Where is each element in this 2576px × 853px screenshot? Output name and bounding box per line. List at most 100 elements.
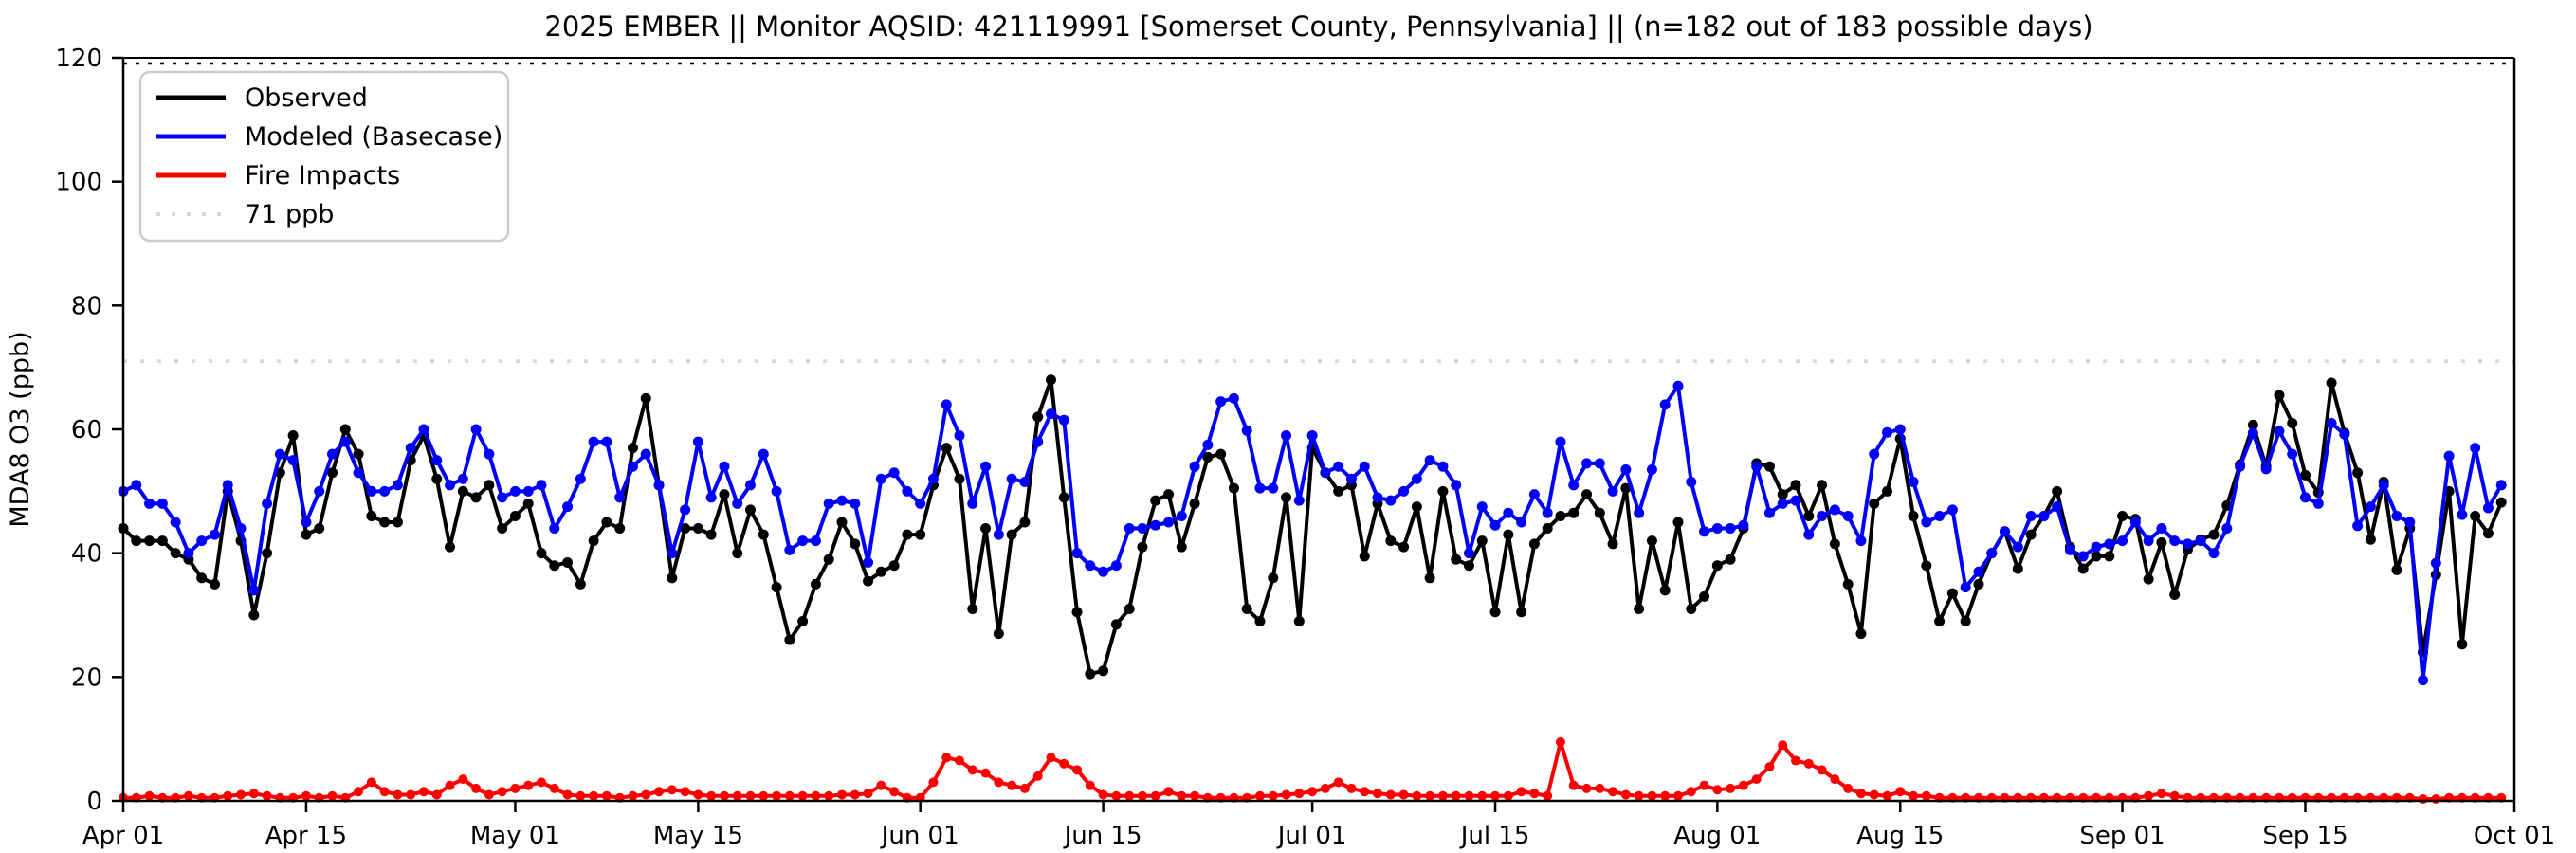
fire-impacts-marker [1516, 787, 1526, 797]
observed-marker [1163, 489, 1175, 500]
fire-impacts-marker [1437, 790, 1448, 801]
observed-marker [902, 529, 913, 540]
fire-impacts-marker [262, 790, 272, 801]
observed-marker [562, 556, 574, 568]
modeled-basecase-marker [1646, 463, 1657, 475]
fire-impacts-marker [1568, 780, 1579, 790]
y-tick-label: 80 [71, 292, 102, 320]
modeled-basecase-marker [2052, 501, 2063, 513]
fire-impacts-marker [510, 783, 521, 793]
observed-marker [392, 517, 403, 528]
legend-item-modeled-basecase: Modeled (Basecase) [156, 122, 502, 152]
modeled-basecase-marker [1581, 458, 1593, 469]
modeled-basecase-marker [2312, 498, 2324, 509]
fire-impacts-marker [641, 789, 651, 800]
legend-item-observed: Observed [156, 83, 368, 113]
modeled-basecase-marker [941, 399, 952, 410]
fire-impacts-marker [797, 790, 808, 801]
modeled-basecase-marker [1437, 461, 1449, 472]
modeled-basecase-marker [1333, 461, 1344, 472]
fire-impacts-marker [1281, 789, 1291, 800]
modeled-basecase-marker [863, 556, 874, 568]
modeled-basecase-marker [1463, 548, 1474, 559]
modeled-basecase-marker [262, 498, 273, 509]
observed-marker [2482, 528, 2494, 539]
observed-marker [810, 578, 821, 590]
fire-impacts-marker [1817, 765, 1827, 775]
modeled-basecase-marker [2091, 541, 2102, 553]
modeled-basecase-marker [1058, 414, 1069, 426]
modeled-basecase-marker [1019, 477, 1031, 488]
fire-impacts-marker [601, 790, 612, 801]
observed-marker [1659, 585, 1671, 596]
fire-impacts-marker [1046, 753, 1056, 763]
observed-marker [1215, 448, 1227, 460]
x-tick-label: Sep 01 [2079, 822, 2165, 850]
observed-marker [1646, 535, 1657, 547]
modeled-basecase-marker [1528, 489, 1540, 500]
observed-marker [431, 473, 443, 484]
observed-marker [144, 535, 155, 547]
fire-impacts-marker [1712, 785, 1723, 795]
fire-impacts-marker [1726, 783, 1736, 793]
fire-impacts-marker [1608, 787, 1618, 797]
observed-marker [2117, 510, 2128, 521]
fire-impacts-marker [1909, 790, 1919, 801]
observed-marker [1946, 588, 1958, 599]
modeled-basecase-marker [2117, 535, 2128, 547]
modeled-basecase-marker [1725, 523, 1736, 535]
observed-marker [1281, 492, 1292, 503]
modeled-basecase-marker [758, 448, 769, 460]
observed-marker [1032, 411, 1044, 423]
fire-impacts-marker [889, 787, 900, 797]
modeled-basecase-marker [2104, 538, 2115, 550]
observed-marker [1463, 560, 1474, 572]
observed-marker [2052, 485, 2063, 497]
modeled-basecase-marker [1934, 510, 1946, 521]
observed-marker [1137, 541, 1148, 553]
observed-marker [2169, 589, 2181, 600]
modeled-basecase-marker [156, 498, 168, 509]
legend-item-71-ppb: 71 ppb [156, 200, 334, 229]
modeled-basecase-marker [1137, 523, 1148, 535]
legend-item-fire-impacts: Fire Impacts [156, 161, 400, 191]
modeled-basecase-marker [1803, 529, 1815, 540]
observed-marker [1790, 480, 1801, 491]
fire-impacts-marker [2431, 794, 2441, 805]
modeled-basecase-marker [2143, 535, 2154, 547]
observed-marker [1489, 607, 1501, 618]
modeled-basecase-marker [1281, 430, 1292, 442]
y-tick-label: 120 [55, 45, 102, 73]
observed-marker [1202, 451, 1214, 463]
modeled-basecase-marker [2378, 480, 2389, 491]
fire-impacts-marker [549, 783, 559, 793]
modeled-basecase-marker [1150, 519, 1161, 531]
modeled-basecase-marker [2077, 551, 2089, 562]
modeled-basecase-marker [784, 544, 795, 555]
modeled-basecase-marker [1829, 504, 1840, 516]
observed-marker [1058, 492, 1069, 503]
modeled-basecase-marker [562, 501, 574, 513]
modeled-basecase-marker [274, 448, 285, 460]
modeled-basecase-marker [2418, 675, 2429, 686]
modeled-basecase-marker [1202, 439, 1214, 450]
fire-impacts-marker [236, 789, 247, 800]
modeled-basecase-marker [2365, 501, 2376, 513]
fire-impacts-marker [1163, 787, 1174, 797]
observed-marker [2352, 467, 2364, 479]
modeled-basecase-marker [2495, 480, 2507, 491]
modeled-basecase-series [118, 380, 2507, 686]
x-tick-label: Apr 01 [82, 822, 164, 850]
observed-marker [1777, 489, 1788, 500]
observed-marker [470, 492, 482, 503]
observed-marker [601, 517, 612, 528]
modeled-basecase-marker [536, 480, 547, 491]
observed-marker [131, 535, 142, 547]
observed-marker [745, 504, 757, 516]
modeled-basecase-marker [2195, 535, 2206, 547]
observed-marker [1803, 510, 1815, 521]
fire-impacts-marker [772, 790, 782, 801]
modeled-basecase-marker [2000, 526, 2011, 537]
fire-impacts-marker [654, 787, 665, 797]
